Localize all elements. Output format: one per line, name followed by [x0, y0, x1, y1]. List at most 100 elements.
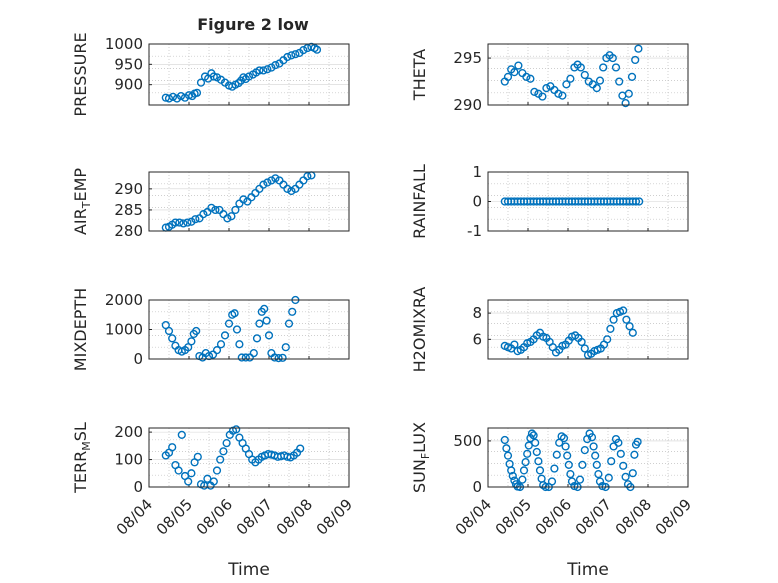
data-point	[622, 315, 631, 324]
data-point	[575, 475, 585, 484]
data-point	[630, 450, 639, 459]
data-point	[207, 203, 216, 212]
pressure-subplot: 900 950 1000 PRESSURE	[71, 32, 350, 117]
data-point	[184, 91, 194, 100]
data-point	[255, 319, 264, 328]
data-point	[299, 45, 308, 55]
y-tick-label: 1	[472, 163, 482, 181]
data-point	[212, 73, 222, 82]
data-point	[281, 343, 290, 352]
y-tick-label: 0	[472, 478, 482, 496]
data-point	[631, 197, 641, 206]
data-point	[631, 55, 640, 65]
data-point	[291, 50, 300, 59]
data-point	[518, 475, 527, 484]
data-point	[244, 72, 254, 81]
data-point	[559, 434, 569, 443]
x-tick-label: 08/09	[652, 495, 695, 538]
theta-axes-box	[487, 43, 689, 106]
mixdepth-axes-box	[148, 299, 350, 360]
data-point	[609, 315, 618, 324]
data-point	[621, 472, 630, 481]
data-point	[234, 78, 243, 88]
data-point	[625, 322, 634, 331]
y-tick-label: 290	[114, 180, 143, 198]
data-point	[592, 460, 601, 469]
data-point	[278, 353, 287, 362]
data-point	[615, 77, 624, 86]
data-point	[554, 89, 563, 98]
pressure-y-axis-label: PRESSURE	[71, 32, 90, 116]
data-point	[263, 65, 272, 74]
data-point	[172, 94, 182, 103]
y-tick-label: 0	[133, 350, 143, 368]
data-point	[604, 473, 613, 482]
data-point	[527, 429, 537, 438]
y-tick-label: 8	[472, 304, 482, 322]
data-point	[232, 425, 241, 434]
data-point	[284, 319, 294, 328]
data-point	[237, 353, 246, 362]
y-tick-label: 0	[472, 193, 482, 211]
data-point	[510, 68, 519, 77]
terr_msl-axes-box	[148, 427, 350, 488]
data-point	[578, 460, 587, 469]
data-point	[522, 72, 531, 81]
data-point	[531, 438, 540, 447]
y-tick-label: 500	[453, 432, 482, 450]
y-tick-label: 285	[114, 201, 143, 219]
data-point	[164, 94, 174, 103]
data-point	[212, 466, 222, 475]
data-point	[211, 205, 220, 215]
rainfall-axes-box	[487, 171, 689, 232]
data-point	[606, 324, 615, 333]
data-point	[176, 91, 186, 101]
x-tick-label: 08/08	[273, 495, 316, 538]
data-point	[199, 210, 208, 219]
theta-y-axis-label: THETA	[410, 49, 429, 101]
data-point	[191, 215, 200, 224]
data-point	[174, 466, 183, 475]
x-tick-label: 08/05	[153, 495, 196, 538]
data-point	[558, 91, 567, 100]
data-point	[507, 466, 516, 475]
data-point	[523, 449, 532, 458]
terr_msl-y-axis-label: TERRMSL	[71, 422, 93, 494]
data-point	[627, 72, 637, 81]
data-point	[576, 63, 585, 72]
data-point	[508, 471, 517, 481]
y-tick-label: 100	[114, 451, 143, 469]
data-point	[177, 430, 186, 439]
air_temp-axes-box	[148, 171, 350, 232]
data-point	[624, 89, 633, 98]
data-point	[262, 316, 271, 325]
mixdepth-subplot: 0 1000 2000 MIXDEPTH	[71, 288, 350, 371]
data-point	[566, 74, 575, 83]
data-point	[592, 84, 601, 93]
data-point	[628, 328, 637, 337]
data-point	[611, 63, 621, 72]
data-point	[283, 184, 292, 193]
y-tick-label: 1000	[105, 321, 143, 339]
x-tick-label: 08/06	[532, 495, 575, 538]
data-point	[503, 72, 513, 81]
data-point	[529, 431, 538, 440]
data-point	[241, 353, 250, 362]
data-point	[222, 438, 231, 448]
x-tick-label: 08/09	[313, 495, 356, 538]
data-point	[594, 469, 603, 479]
h2omixra-y-axis-label: H2OMIXRA	[410, 287, 429, 373]
y-tick-label: 900	[114, 76, 143, 94]
theta-subplot: 290 295 THETA	[410, 43, 689, 114]
data-point	[595, 76, 605, 85]
data-point	[608, 53, 617, 63]
data-point	[566, 469, 575, 479]
data-point	[296, 444, 305, 453]
data-point	[603, 335, 612, 344]
data-point	[542, 84, 551, 93]
data-point	[580, 70, 589, 80]
data-point	[216, 455, 225, 464]
rainfall-y-axis-label: RAINFALL	[410, 164, 429, 239]
data-point	[192, 326, 201, 336]
